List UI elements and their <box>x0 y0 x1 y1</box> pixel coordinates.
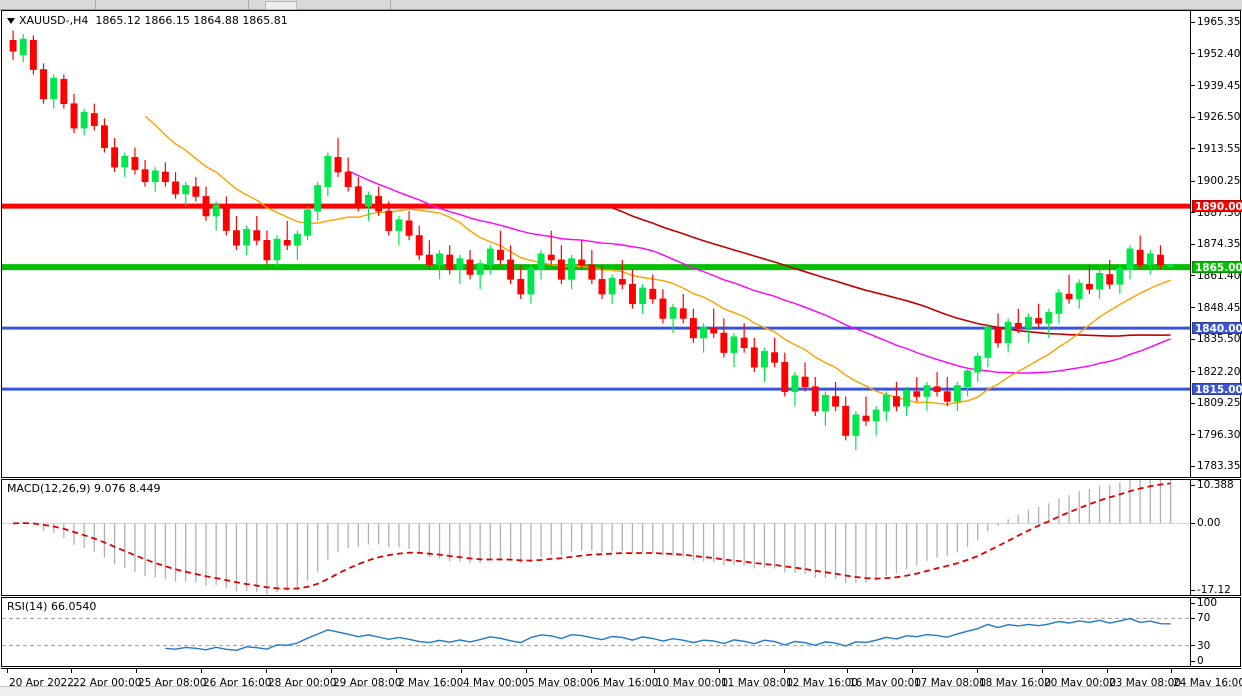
time-axis-tick <box>526 668 527 673</box>
horizontal-scrollbar[interactable] <box>0 686 1242 696</box>
time-axis-tick <box>136 668 137 673</box>
time-axis-tick <box>461 668 462 673</box>
price-legend: XAUUSD-,H4 1865.12 1866.15 1864.88 1865.… <box>7 14 288 27</box>
macd-legend: MACD(12,26,9) 9.076 8.449 <box>7 482 161 495</box>
rsi-axis-tick: 100 <box>1191 598 1217 608</box>
time-axis-tick <box>7 668 8 673</box>
price-axis-tick: 1887.30 <box>1191 208 1240 218</box>
time-axis-tick <box>396 668 397 673</box>
price-level-tag-1890: 1890.00 <box>1192 200 1242 213</box>
time-axis-tick <box>331 668 332 673</box>
price-axis-tick: 1822.20 <box>1191 366 1240 377</box>
rsi-pane[interactable]: 100 70 30 0 RSI(14) 66.0540 <box>1 597 1241 667</box>
macd-pane[interactable]: 10.388 0.00 -17.12 MACD(12,26,9) 9.076 8.4… <box>1 479 1241 596</box>
collapse-triangle-icon[interactable] <box>7 18 15 24</box>
price-axis-tick: 1796.30 <box>1191 430 1240 440</box>
rsi-axis-tick: 30 <box>1191 640 1210 651</box>
rsi-legend: RSI(14) 66.0540 <box>7 600 97 613</box>
price-level-tag-1865: 1865.00 <box>1192 261 1242 274</box>
toolbar-button[interactable] <box>265 1 297 10</box>
time-axis-tick <box>912 668 913 673</box>
price-level-tag-1815: 1815.00 <box>1192 383 1242 396</box>
time-axis-tick <box>71 668 72 673</box>
price-axis-tick: 1783.35 <box>1191 461 1240 472</box>
macd-axis-tick: 10.388 <box>1191 480 1234 490</box>
time-axis-tick <box>654 668 655 673</box>
rsi-axis: 100 70 30 0 <box>1190 598 1240 666</box>
macd-axis-tick: -17.12 <box>1191 585 1231 595</box>
price-axis-tick: 1952.40 <box>1191 49 1240 59</box>
macd-plot[interactable] <box>2 480 1190 595</box>
time-axis-tick <box>1171 668 1172 673</box>
price-legend-ohlc: 1865.12 1866.15 1864.88 1865.81 <box>95 14 288 27</box>
price-axis-tick: 1848.45 <box>1191 302 1240 313</box>
rsi-axis-tick: 0 <box>1191 656 1204 666</box>
rsi-axis-tick: 70 <box>1191 613 1210 624</box>
rsi-plot[interactable] <box>2 598 1190 666</box>
time-axis-tick <box>266 668 267 673</box>
time-axis-tick <box>591 668 592 673</box>
macd-axis-tick: 0.00 <box>1191 518 1220 529</box>
time-axis-tick <box>977 668 978 673</box>
price-axis-tick: 1913.55 <box>1191 143 1240 154</box>
price-axis-tick: 1900.25 <box>1191 176 1240 186</box>
toolbar[interactable] <box>0 0 1242 10</box>
price-axis-tick: 1861.40 <box>1191 271 1240 281</box>
price-axis-tick: 1874.35 <box>1191 239 1240 250</box>
price-pane[interactable]: 1965.35 1952.40 1939.45 1926.50 1913.55 1900.… <box>1 10 1242 478</box>
price-axis: 1965.35 1952.40 1939.45 1926.50 1913.55 1900.… <box>1190 11 1242 477</box>
price-axis-tick: 1809.25 <box>1191 398 1240 408</box>
price-axis-tick: 1926.50 <box>1191 112 1240 122</box>
time-axis-tick <box>847 668 848 673</box>
price-axis-tick: 1939.45 <box>1191 80 1240 91</box>
price-legend-text: XAUUSD-,H4 <box>19 14 89 27</box>
time-axis-tick <box>201 668 202 673</box>
time-axis-tick <box>1107 668 1108 673</box>
price-level-tag-1840: 1840.00 <box>1192 322 1242 335</box>
price-plot[interactable] <box>2 11 1190 477</box>
time-axis-tick <box>784 668 785 673</box>
time-axis-tick <box>719 668 720 673</box>
time-axis-tick <box>1042 668 1043 673</box>
chart-area: 1965.35 1952.40 1939.45 1926.50 1913.55 1900.… <box>0 10 1242 696</box>
price-axis-tick: 1965.35 <box>1191 17 1240 28</box>
price-axis-tick: 1835.50 <box>1191 334 1240 344</box>
macd-axis: 10.388 0.00 -17.12 <box>1190 480 1240 595</box>
